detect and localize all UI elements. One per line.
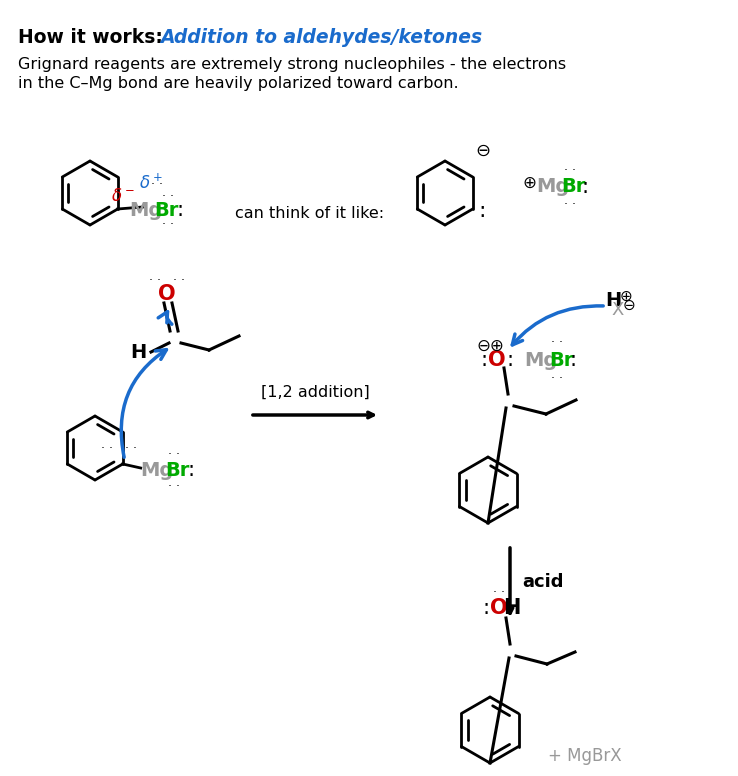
Text: O: O [490, 598, 508, 618]
Text: Br: Br [549, 351, 573, 369]
Text: · ·: · · [162, 189, 173, 203]
Text: · ·: · · [493, 587, 505, 600]
Text: [1,2 addition]: [1,2 addition] [261, 385, 370, 400]
Text: · ·: · · [551, 335, 563, 348]
Text: $\delta^+$: $\delta^+$ [139, 174, 163, 193]
Text: Mg: Mg [524, 351, 557, 369]
Text: · ·: · · [168, 480, 180, 493]
Text: Br: Br [155, 200, 179, 220]
Text: O: O [489, 350, 506, 370]
Text: ⊖: ⊖ [623, 297, 635, 313]
FancyArrowPatch shape [158, 312, 172, 324]
Text: · ·: · · [564, 165, 576, 178]
Text: X: X [611, 301, 624, 319]
Text: ⊕: ⊕ [620, 289, 632, 303]
Text: H: H [503, 598, 521, 618]
Text: O: O [158, 284, 176, 304]
Text: Br: Br [166, 460, 190, 480]
Text: :: : [176, 200, 184, 220]
Text: · ·: · · [168, 448, 180, 460]
Text: :: : [483, 598, 489, 618]
Text: · ·: · · [149, 273, 161, 286]
Text: Mg: Mg [141, 460, 174, 480]
Text: :: : [187, 460, 195, 480]
Text: in the C–Mg bond are heavily polarized toward carbon.: in the C–Mg bond are heavily polarized t… [18, 76, 458, 91]
Text: acid: acid [522, 573, 564, 591]
Text: · ·   · ·: · · · · [100, 442, 137, 455]
Text: :: : [480, 350, 488, 370]
Text: + MgBrX: + MgBrX [548, 747, 621, 765]
Text: :: : [506, 350, 514, 370]
Text: ⊖⊕: ⊖⊕ [476, 337, 504, 355]
Text: :: : [570, 350, 577, 370]
Text: · ·: · · [564, 199, 576, 212]
Text: · ·: · · [162, 217, 173, 230]
FancyArrowPatch shape [512, 306, 603, 345]
Text: Grignard reagents are extremely strong nucleophiles - the electrons: Grignard reagents are extremely strong n… [18, 57, 566, 72]
Text: · ·: · · [151, 178, 162, 192]
Text: Mg: Mg [130, 200, 163, 220]
Text: $\delta^-$: $\delta^-$ [111, 187, 135, 205]
Text: · ·: · · [173, 273, 185, 286]
Text: :: : [582, 177, 589, 197]
Text: :: : [479, 201, 486, 221]
Text: Mg: Mg [536, 178, 569, 196]
Text: How it works:: How it works: [18, 28, 170, 47]
Text: H: H [131, 342, 147, 362]
Text: Br: Br [561, 178, 585, 196]
Text: ⊖: ⊖ [475, 142, 491, 160]
FancyArrowPatch shape [121, 350, 167, 457]
Text: can think of it like:: can think of it like: [235, 206, 384, 220]
Text: ⊕: ⊕ [522, 174, 536, 192]
Text: · ·: · · [551, 372, 563, 384]
Text: Addition to aldehydes/ketones: Addition to aldehydes/ketones [160, 28, 482, 47]
Text: H: H [605, 290, 621, 310]
